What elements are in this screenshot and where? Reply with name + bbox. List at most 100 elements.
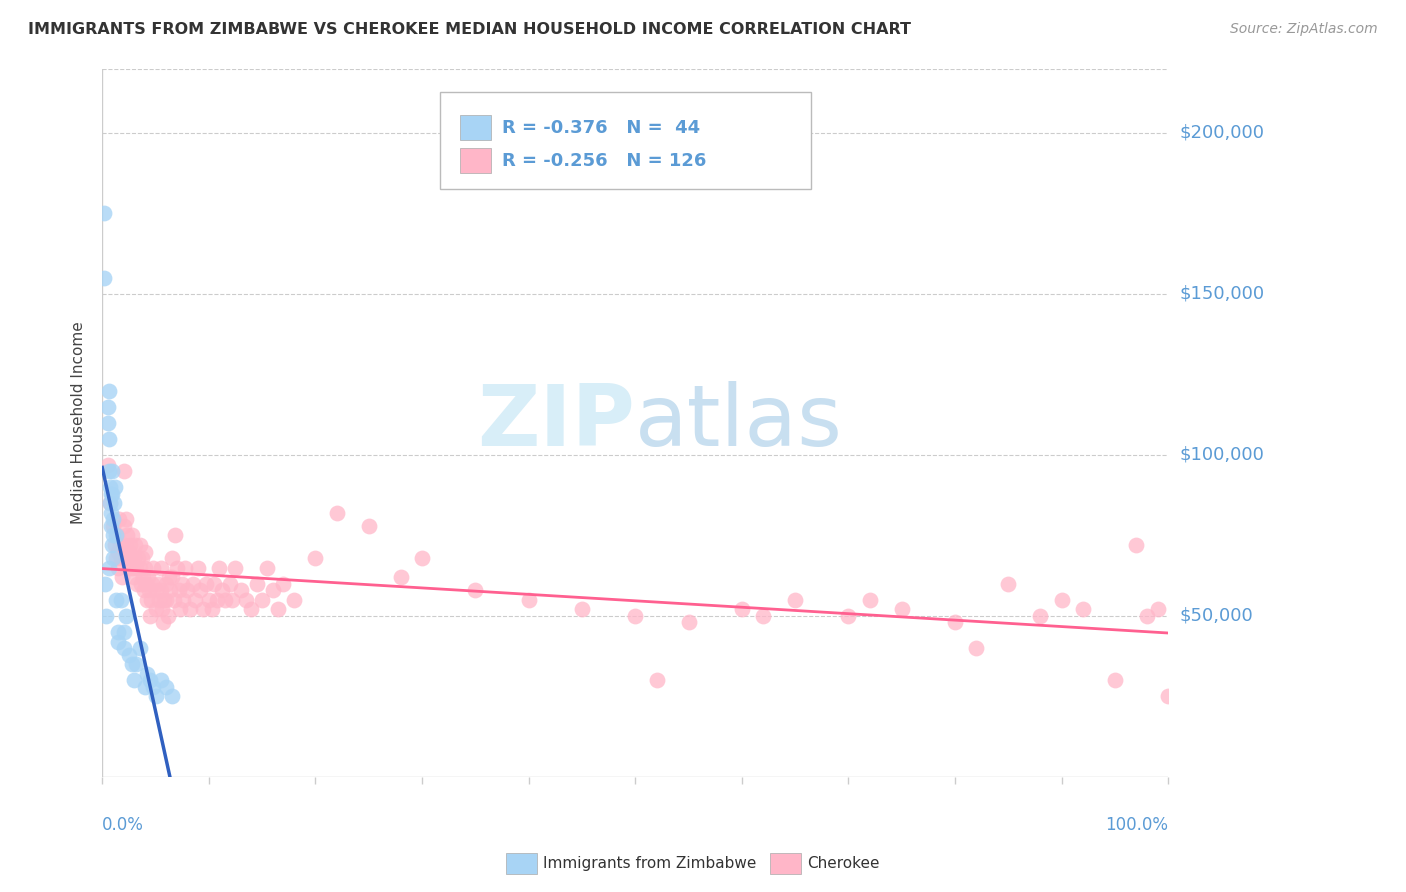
Point: [134, 560, 156, 574]
Point: [114, 609, 136, 624]
Point: [96, 416, 118, 430]
Point: [118, 544, 141, 558]
Point: [114, 538, 136, 552]
Point: [517, 592, 540, 607]
Point: [127, 576, 149, 591]
Point: [142, 560, 165, 574]
Point: [141, 592, 163, 607]
Point: [105, 528, 128, 542]
Point: [124, 538, 146, 552]
Point: [188, 583, 211, 598]
Point: [678, 615, 700, 630]
Point: [837, 609, 859, 624]
Point: [107, 625, 129, 640]
Point: [98, 496, 121, 510]
Point: [201, 602, 224, 616]
Point: [181, 576, 204, 591]
Point: [235, 592, 257, 607]
Point: [207, 592, 229, 607]
Point: [100, 518, 122, 533]
Point: [121, 657, 143, 672]
Text: Cherokee: Cherokee: [807, 856, 880, 871]
Point: [172, 576, 194, 591]
Point: [221, 592, 243, 607]
Point: [101, 518, 124, 533]
Text: R = -0.376   N =  44: R = -0.376 N = 44: [502, 119, 700, 136]
Point: [624, 609, 647, 624]
Point: [157, 570, 180, 584]
Point: [163, 528, 186, 542]
Point: [132, 570, 155, 584]
Point: [101, 464, 124, 478]
Point: [96, 458, 118, 472]
Text: Source: ZipAtlas.com: Source: ZipAtlas.com: [1230, 22, 1378, 37]
Point: [104, 538, 127, 552]
Point: [965, 641, 987, 656]
Point: [1029, 609, 1052, 624]
Point: [146, 576, 169, 591]
Point: [155, 592, 177, 607]
Point: [157, 609, 180, 624]
Text: atlas: atlas: [636, 381, 844, 464]
Point: [101, 551, 124, 566]
Point: [96, 609, 118, 624]
Point: [149, 583, 172, 598]
Point: [1125, 538, 1147, 552]
Text: 100.0%: 100.0%: [1105, 815, 1168, 834]
Point: [187, 560, 209, 574]
Point: [101, 528, 124, 542]
Point: [110, 551, 132, 566]
Point: [129, 576, 152, 591]
Point: [101, 512, 124, 526]
Point: [100, 486, 122, 500]
Text: ZIP: ZIP: [478, 381, 636, 464]
Point: [193, 602, 215, 616]
Point: [166, 560, 188, 574]
Point: [136, 666, 159, 681]
Point: [176, 583, 198, 598]
Point: [785, 592, 807, 607]
Point: [134, 544, 156, 558]
Point: [160, 690, 183, 704]
Point: [752, 609, 775, 624]
Point: [122, 673, 145, 688]
Point: [174, 560, 197, 574]
Point: [325, 506, 347, 520]
Point: [136, 570, 159, 584]
Point: [122, 570, 145, 584]
Point: [114, 512, 136, 526]
Point: [105, 528, 128, 542]
Point: [162, 592, 184, 607]
Point: [108, 512, 131, 526]
Point: [179, 602, 201, 616]
Point: [111, 570, 134, 584]
Point: [128, 538, 150, 552]
Text: R = -0.256   N = 126: R = -0.256 N = 126: [502, 152, 706, 169]
Point: [107, 560, 129, 574]
Point: [208, 560, 231, 574]
Point: [105, 551, 128, 566]
Point: [98, 480, 121, 494]
Point: [97, 432, 120, 446]
Point: [101, 538, 124, 552]
Point: [97, 560, 120, 574]
Point: [464, 583, 486, 598]
Point: [134, 680, 156, 694]
Point: [115, 528, 138, 542]
Point: [131, 551, 153, 566]
Point: [122, 551, 145, 566]
Point: [357, 518, 380, 533]
Point: [149, 673, 172, 688]
Point: [943, 615, 966, 630]
Point: [112, 518, 135, 533]
Point: [150, 602, 173, 616]
Point: [155, 576, 177, 591]
Point: [121, 528, 143, 542]
Point: [103, 496, 125, 510]
Point: [731, 602, 754, 616]
Point: [224, 560, 246, 574]
Text: $150,000: $150,000: [1180, 285, 1264, 303]
Point: [859, 592, 882, 607]
Point: [135, 576, 157, 591]
Point: [304, 551, 326, 566]
